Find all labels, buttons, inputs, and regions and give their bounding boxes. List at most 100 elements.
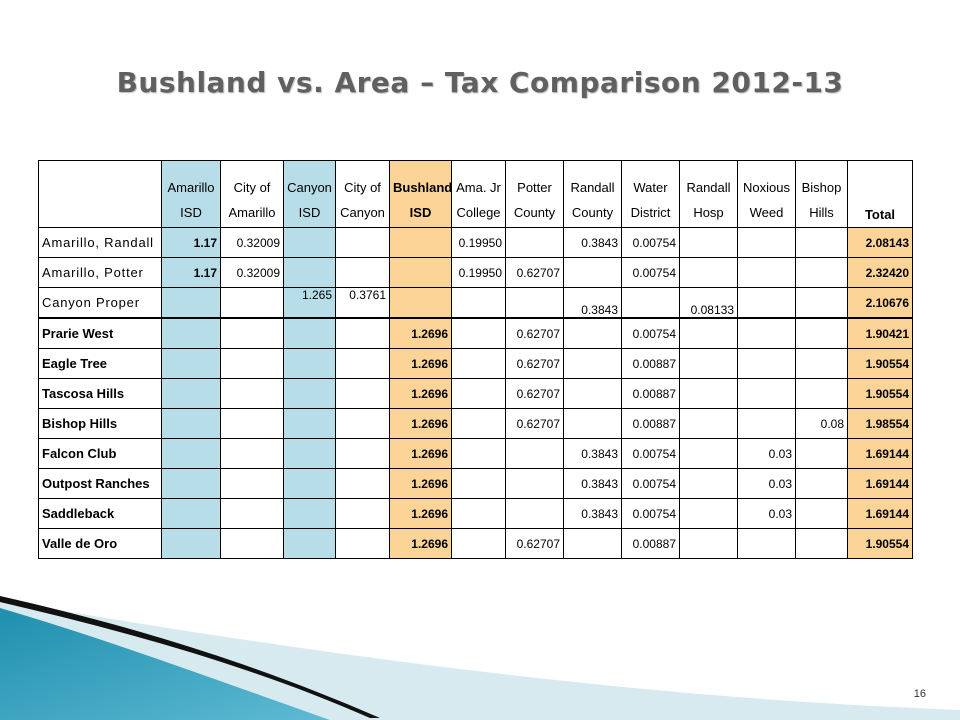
table-cell <box>795 378 848 409</box>
col-header-line1: Water <box>633 180 668 195</box>
table-cell <box>335 438 390 469</box>
table-cell: 0.00887 <box>621 528 680 559</box>
row-name: Amarillo, Potter <box>38 257 162 288</box>
table-cell: 1.265 <box>283 287 336 319</box>
table-cell <box>451 468 506 499</box>
row-name: Amarillo, Randall <box>38 227 162 258</box>
table-cell <box>220 348 284 379</box>
table-cell: 1.2696 <box>389 378 452 409</box>
table-cell <box>737 528 796 559</box>
table-cell: 1.2696 <box>389 408 452 439</box>
table-cell: 0.00754 <box>621 257 680 288</box>
table-cell <box>563 257 622 288</box>
col-header-line2: ISD <box>409 205 432 220</box>
table-cell: 1.2696 <box>389 438 452 469</box>
table-cell: 0.62707 <box>505 408 564 439</box>
table-row: Saddleback 1.2696 0.3843 0.00754 0.03 1.69144 <box>38 498 913 529</box>
table-cell: 0.3843 <box>563 438 622 469</box>
table-cell: 0.08133 <box>679 287 738 319</box>
table-cell: 0.62707 <box>505 378 564 409</box>
table-cell <box>795 317 848 349</box>
table-cell <box>283 378 336 409</box>
col-header-line2: District <box>630 205 671 220</box>
table-cell <box>335 317 390 349</box>
table-cell: 1.69144 <box>847 468 913 499</box>
col-header-noxious-weed: Noxious Weed <box>737 160 796 228</box>
table-cell: 0.3843 <box>563 227 622 258</box>
col-header-bushland-isd: Bushland ISD <box>389 160 452 228</box>
table-row: Valle de Oro 1.2696 0.62707 0.00887 1.90554 <box>38 528 913 559</box>
table-cell <box>283 498 336 529</box>
table-cell <box>335 498 390 529</box>
table-cell <box>451 348 506 379</box>
col-header-ama-jr-college: Ama. Jr College <box>451 160 506 228</box>
table-cell: 0.00754 <box>621 498 680 529</box>
table-cell <box>505 287 564 319</box>
table-cell <box>679 227 738 258</box>
table-cell <box>161 317 221 349</box>
table-cell <box>737 317 796 349</box>
table-cell <box>283 317 336 349</box>
table-cell: 0.3843 <box>563 468 622 499</box>
row-name: Prarie West <box>38 317 162 349</box>
table-cell: 1.17 <box>161 257 221 288</box>
table-cell: 0.3843 <box>563 287 622 319</box>
table-row: Falcon Club 1.2696 0.3843 0.00754 0.03 1.6914… <box>38 438 913 469</box>
table-cell <box>795 227 848 258</box>
table-cell <box>563 317 622 349</box>
table-cell <box>389 287 452 319</box>
table-row: Tascosa Hills 1.2696 0.62707 0.00887 1.90554 <box>38 378 913 409</box>
table-cell <box>795 348 848 379</box>
col-header-line1: Amarillo <box>167 180 215 195</box>
table-cell <box>505 227 564 258</box>
table-cell: 0.00754 <box>621 438 680 469</box>
col-header-amarillo-isd: Amarillo ISD <box>161 160 221 228</box>
table-cell <box>335 257 390 288</box>
table-cell <box>161 498 221 529</box>
table-cell <box>679 498 738 529</box>
table-cell <box>220 408 284 439</box>
table-cell: 1.2696 <box>389 348 452 379</box>
table-cell: 0.03 <box>737 468 796 499</box>
table-cell <box>335 408 390 439</box>
table-row: Eagle Tree 1.2696 0.62707 0.00887 1.90554 <box>38 348 913 379</box>
col-header-line1: Randall <box>686 180 731 195</box>
table-cell: 0.00887 <box>621 348 680 379</box>
col-header-line2: Weed <box>749 205 784 220</box>
col-header-line2: ISD <box>180 205 202 220</box>
table-cell <box>795 528 848 559</box>
col-header-city-of-amarillo: City of Amarillo <box>220 160 284 228</box>
table-cell <box>451 378 506 409</box>
col-header-line1: Canyon <box>287 180 332 195</box>
table-cell: 1.2696 <box>389 528 452 559</box>
col-header-line1: City of <box>344 180 381 195</box>
table-cell <box>795 498 848 529</box>
table-cell <box>220 378 284 409</box>
row-name: Eagle Tree <box>38 348 162 379</box>
table-cell: 0.03 <box>737 498 796 529</box>
table-cell: 2.10676 <box>847 287 913 319</box>
col-header-line1: Bushland <box>393 180 452 195</box>
table-cell <box>451 317 506 349</box>
table-cell <box>737 227 796 258</box>
table-row: Bishop Hills 1.2696 0.62707 0.00887 0.08 1.98… <box>38 408 913 439</box>
header-row: Amarillo ISD City of Amarillo Canyon ISD Ci… <box>38 160 913 228</box>
table-cell: 0.19950 <box>451 227 506 258</box>
row-name: Canyon Proper <box>38 287 162 319</box>
table-cell <box>679 528 738 559</box>
table-cell: 1.69144 <box>847 498 913 529</box>
table-cell: 1.2696 <box>389 468 452 499</box>
col-header-line1: City of <box>233 180 271 195</box>
table-cell: 0.3843 <box>563 498 622 529</box>
table-cell <box>283 468 336 499</box>
table-cell <box>161 408 221 439</box>
table-cell <box>505 438 564 469</box>
col-header-line2: County <box>513 205 556 220</box>
table-cell <box>161 528 221 559</box>
table-row: Amarillo, Potter 1.17 0.32009 0.19950 0.6270… <box>38 257 913 288</box>
swoosh-black <box>0 596 380 718</box>
row-name: Bishop Hills <box>38 408 162 439</box>
table-cell: 2.32420 <box>847 257 913 288</box>
table-cell: 0.00887 <box>621 408 680 439</box>
col-header-line2: Total <box>864 207 896 222</box>
